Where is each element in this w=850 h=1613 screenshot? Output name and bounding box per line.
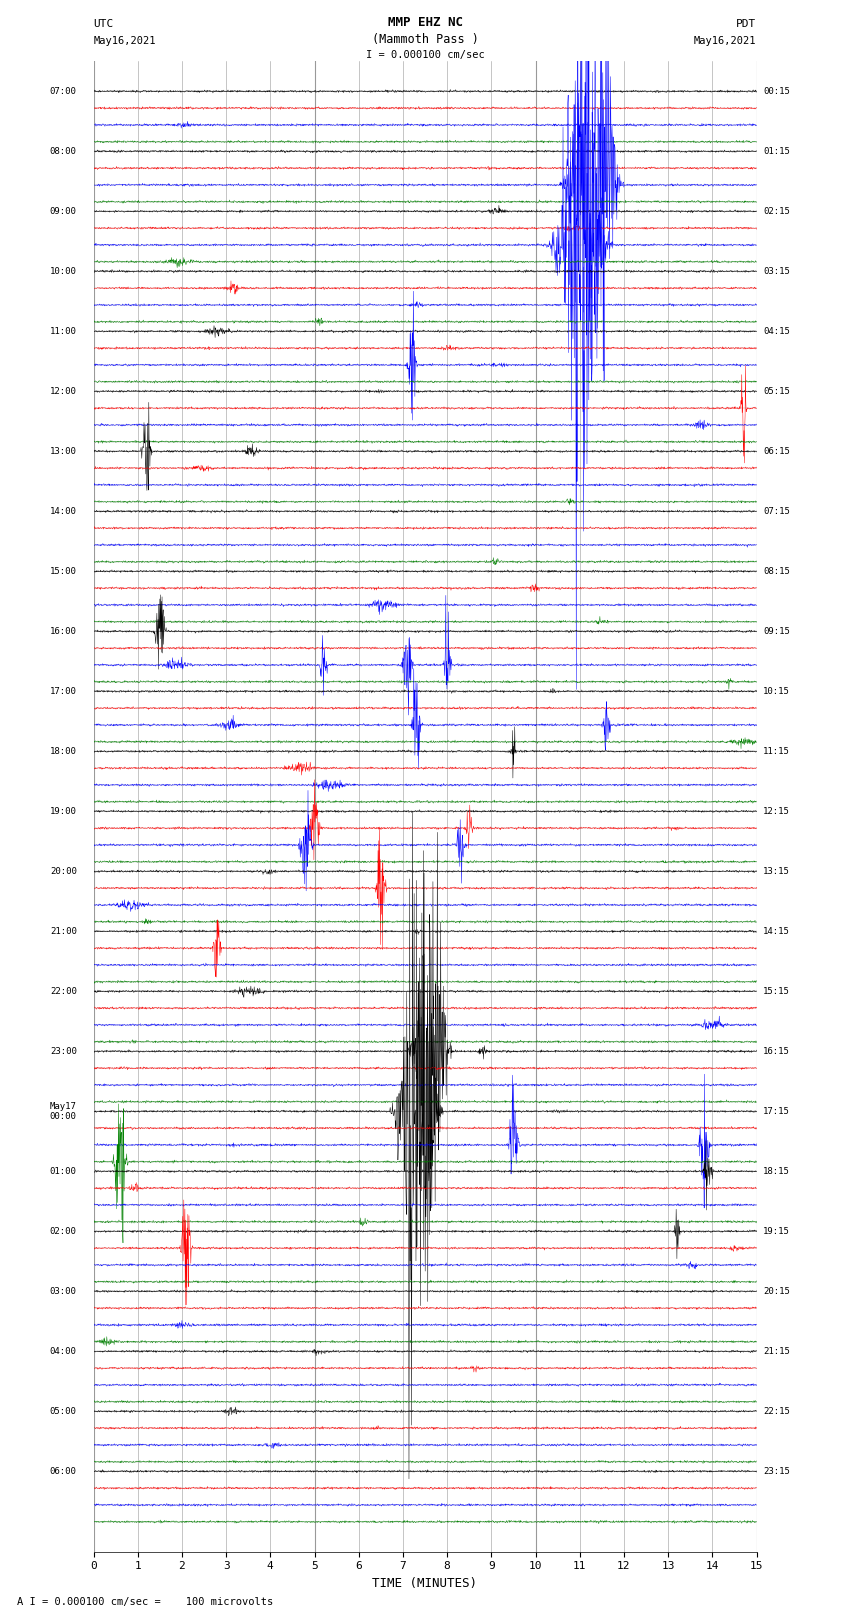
- Text: 19:15: 19:15: [763, 1227, 790, 1236]
- Text: 13:15: 13:15: [763, 866, 790, 876]
- Text: 07:15: 07:15: [763, 506, 790, 516]
- Text: 01:00: 01:00: [50, 1166, 76, 1176]
- Text: 04:00: 04:00: [50, 1347, 76, 1357]
- Text: 16:15: 16:15: [763, 1047, 790, 1057]
- Text: 13:00: 13:00: [50, 447, 76, 456]
- X-axis label: TIME (MINUTES): TIME (MINUTES): [372, 1578, 478, 1590]
- Text: 08:00: 08:00: [50, 147, 76, 156]
- Text: 09:15: 09:15: [763, 627, 790, 636]
- Text: 06:15: 06:15: [763, 447, 790, 456]
- Text: 16:00: 16:00: [50, 627, 76, 636]
- Text: May17
00:00: May17 00:00: [50, 1102, 76, 1121]
- Text: 11:15: 11:15: [763, 747, 790, 756]
- Text: (Mammoth Pass ): (Mammoth Pass ): [371, 34, 479, 47]
- Text: May16,2021: May16,2021: [694, 37, 756, 47]
- Text: 18:15: 18:15: [763, 1166, 790, 1176]
- Text: 07:00: 07:00: [50, 87, 76, 95]
- Text: 04:15: 04:15: [763, 327, 790, 336]
- Text: 12:15: 12:15: [763, 806, 790, 816]
- Text: 14:00: 14:00: [50, 506, 76, 516]
- Text: 18:00: 18:00: [50, 747, 76, 756]
- Text: 21:15: 21:15: [763, 1347, 790, 1357]
- Text: 20:15: 20:15: [763, 1287, 790, 1295]
- Text: 08:15: 08:15: [763, 566, 790, 576]
- Text: 06:00: 06:00: [50, 1466, 76, 1476]
- Text: 03:00: 03:00: [50, 1287, 76, 1295]
- Text: 02:15: 02:15: [763, 206, 790, 216]
- Text: 05:00: 05:00: [50, 1407, 76, 1416]
- Text: 20:00: 20:00: [50, 866, 76, 876]
- Text: 09:00: 09:00: [50, 206, 76, 216]
- Text: 17:15: 17:15: [763, 1107, 790, 1116]
- Text: 14:15: 14:15: [763, 927, 790, 936]
- Text: UTC: UTC: [94, 18, 114, 29]
- Text: 23:15: 23:15: [763, 1466, 790, 1476]
- Text: 22:15: 22:15: [763, 1407, 790, 1416]
- Text: 00:15: 00:15: [763, 87, 790, 95]
- Text: 23:00: 23:00: [50, 1047, 76, 1057]
- Text: 19:00: 19:00: [50, 806, 76, 816]
- Text: PDT: PDT: [736, 18, 756, 29]
- Text: 12:00: 12:00: [50, 387, 76, 395]
- Text: 05:15: 05:15: [763, 387, 790, 395]
- Text: 10:00: 10:00: [50, 266, 76, 276]
- Text: A I = 0.000100 cm/sec =    100 microvolts: A I = 0.000100 cm/sec = 100 microvolts: [17, 1597, 273, 1607]
- Text: 15:00: 15:00: [50, 566, 76, 576]
- Text: 22:00: 22:00: [50, 987, 76, 995]
- Text: MMP EHZ NC: MMP EHZ NC: [388, 16, 462, 29]
- Text: 15:15: 15:15: [763, 987, 790, 995]
- Text: 01:15: 01:15: [763, 147, 790, 156]
- Text: May16,2021: May16,2021: [94, 37, 156, 47]
- Text: 10:15: 10:15: [763, 687, 790, 695]
- Text: 03:15: 03:15: [763, 266, 790, 276]
- Text: 17:00: 17:00: [50, 687, 76, 695]
- Text: 02:00: 02:00: [50, 1227, 76, 1236]
- Text: I = 0.000100 cm/sec: I = 0.000100 cm/sec: [366, 50, 484, 60]
- Text: 21:00: 21:00: [50, 927, 76, 936]
- Text: 11:00: 11:00: [50, 327, 76, 336]
